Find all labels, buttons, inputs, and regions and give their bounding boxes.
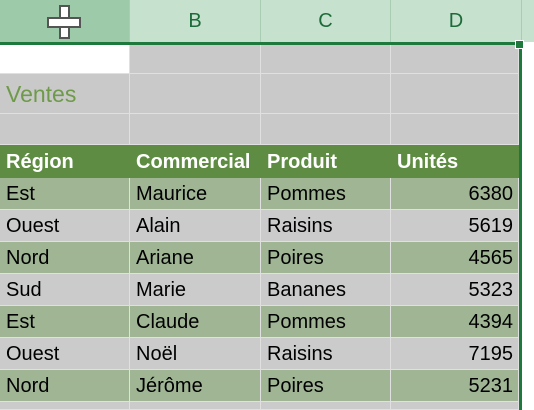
sheet-row-2: Ventes xyxy=(0,74,519,114)
table-header-row: Région Commercial Produit Unités xyxy=(0,145,519,178)
cell-unites[interactable]: 4565 xyxy=(391,242,519,274)
cell-region[interactable]: Ouest xyxy=(0,338,130,370)
cell-commercial[interactable]: Ariane xyxy=(130,242,261,274)
column-c-label: C xyxy=(318,9,333,32)
column-c-header[interactable]: C xyxy=(261,0,391,42)
sheet-row-3 xyxy=(0,114,519,145)
table-row: Ouest Alain Raisins 5619 xyxy=(0,210,519,242)
right-gutter xyxy=(522,0,534,410)
cell-commercial[interactable] xyxy=(130,402,261,410)
cell-produit[interactable]: Pommes xyxy=(261,306,391,338)
cell-commercial[interactable]: Marie xyxy=(130,274,261,306)
cell-unites[interactable]: 5619 xyxy=(391,210,519,242)
cell-produit[interactable]: Poires xyxy=(261,370,391,402)
table-row: Ouest Noël Raisins 7195 xyxy=(0,338,519,370)
cell-d1[interactable] xyxy=(391,45,519,74)
column-d-header[interactable]: D xyxy=(391,0,522,42)
cell-region[interactable]: Ouest xyxy=(0,210,130,242)
selection-border-right xyxy=(519,42,522,410)
sheet-title[interactable]: Ventes xyxy=(0,74,130,114)
cell-region[interactable]: Nord xyxy=(0,242,130,274)
cell-produit[interactable]: Bananes xyxy=(261,274,391,306)
table-row: Sud Marie Bananes 5323 xyxy=(0,274,519,306)
cell-d3[interactable] xyxy=(391,114,519,145)
sheet-row-1 xyxy=(0,45,519,74)
cell-region[interactable]: Est xyxy=(0,178,130,210)
table-row: Nord Ariane Poires 4565 xyxy=(0,242,519,274)
cell-unites[interactable]: 5323 xyxy=(391,274,519,306)
cell-b2[interactable] xyxy=(130,74,261,114)
cell-a1[interactable] xyxy=(0,45,130,74)
cell-c2[interactable] xyxy=(261,74,391,114)
cell-c3[interactable] xyxy=(261,114,391,145)
cell-region[interactable]: Est xyxy=(0,306,130,338)
cell-produit[interactable]: Pommes xyxy=(261,178,391,210)
column-a-header[interactable] xyxy=(0,0,130,42)
column-b-header[interactable]: B xyxy=(130,0,261,42)
cell-region[interactable]: Sud xyxy=(0,274,130,306)
cell-a3[interactable] xyxy=(0,114,130,145)
cell-commercial[interactable]: Alain xyxy=(130,210,261,242)
table-row: Nord Jérôme Poires 5231 xyxy=(0,370,519,402)
fill-handle[interactable] xyxy=(515,40,524,49)
cell-commercial[interactable]: Jérôme xyxy=(130,370,261,402)
header-produit[interactable]: Produit xyxy=(261,145,391,178)
cell-commercial[interactable]: Claude xyxy=(130,306,261,338)
column-d-label: D xyxy=(448,9,464,32)
cell-produit[interactable]: Raisins xyxy=(261,210,391,242)
selection-border-top xyxy=(0,42,522,45)
cell-commercial[interactable]: Maurice xyxy=(130,178,261,210)
cell-unites[interactable] xyxy=(391,402,519,410)
cell-cursor-icon xyxy=(47,5,81,39)
cell-b1[interactable] xyxy=(130,45,261,74)
header-commercial[interactable]: Commercial xyxy=(130,145,261,178)
cell-unites[interactable]: 7195 xyxy=(391,338,519,370)
cell-unites[interactable]: 5231 xyxy=(391,370,519,402)
cell-unites[interactable]: 4394 xyxy=(391,306,519,338)
column-b-label: B xyxy=(188,9,202,32)
header-region[interactable]: Région xyxy=(0,145,130,178)
cell-region[interactable]: Nord xyxy=(0,370,130,402)
cell-produit[interactable]: Poires xyxy=(261,242,391,274)
cell-produit[interactable]: Raisins xyxy=(261,338,391,370)
cell-b3[interactable] xyxy=(130,114,261,145)
cell-d2[interactable] xyxy=(391,74,519,114)
table-row: Est Claude Pommes 4394 xyxy=(0,306,519,338)
cell-unites[interactable]: 6380 xyxy=(391,178,519,210)
table-row: Est Maurice Pommes 6380 xyxy=(0,178,519,210)
cell-produit[interactable] xyxy=(261,402,391,410)
cell-region[interactable] xyxy=(0,402,130,410)
table-row-partial xyxy=(0,402,519,410)
cell-commercial[interactable]: Noël xyxy=(130,338,261,370)
cell-c1[interactable] xyxy=(261,45,391,74)
header-unites[interactable]: Unités xyxy=(391,145,519,178)
